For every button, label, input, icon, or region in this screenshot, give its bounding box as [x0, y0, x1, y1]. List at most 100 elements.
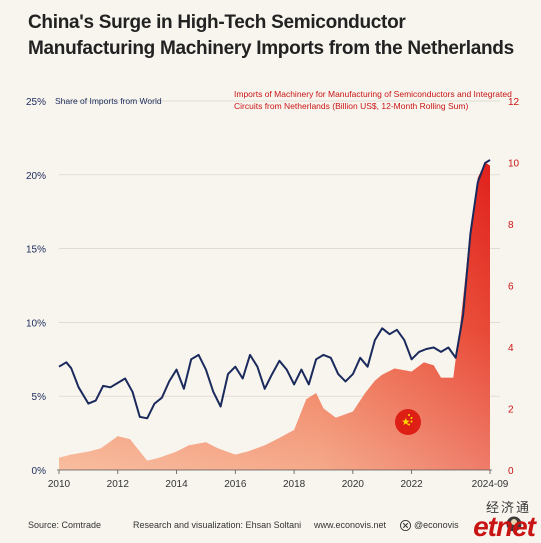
chart-title: China's Surge in High-Tech Semiconductor…: [28, 12, 514, 59]
imports-point: [423, 362, 425, 364]
right-tick-label: 4: [508, 343, 514, 354]
share-point: [477, 181, 479, 183]
share-point: [426, 348, 428, 350]
imports-point: [306, 399, 308, 401]
imports-point: [352, 411, 354, 413]
imports-point: [217, 448, 219, 450]
right-tick-label: 0: [508, 466, 514, 477]
share-point: [489, 159, 491, 161]
left-tick-label: 5%: [32, 392, 47, 403]
share-point: [227, 373, 229, 375]
share-point: [352, 373, 354, 375]
share-point: [374, 339, 376, 341]
x-tick-label: 2012: [107, 479, 130, 490]
watermark: 经济通 etnet: [471, 497, 537, 543]
imports-point: [364, 392, 366, 394]
share-point: [308, 384, 310, 386]
right-tick-label: 2: [508, 405, 514, 416]
watermark-en: etnet: [473, 511, 536, 542]
share-point: [484, 162, 486, 164]
share-point: [176, 369, 178, 371]
imports-point: [411, 371, 413, 373]
share-point: [220, 406, 222, 408]
imports-point: [453, 377, 455, 379]
imports-point: [440, 377, 442, 379]
share-point: [315, 359, 317, 361]
imports-point: [70, 454, 72, 456]
imports-point: [159, 457, 161, 459]
share-point: [139, 416, 141, 418]
share-point: [78, 387, 80, 389]
share-point: [411, 359, 413, 361]
share-point: [132, 391, 134, 393]
imports-point: [176, 451, 178, 453]
x-tick-label: 2022: [401, 479, 424, 490]
share-point: [95, 400, 97, 402]
right-tick-label: 8: [508, 220, 514, 231]
share-point: [381, 328, 383, 330]
share-point: [286, 369, 288, 371]
share-point: [110, 387, 112, 389]
left-tick-label: 0%: [32, 466, 47, 477]
share-point: [301, 369, 303, 371]
share-line: [58, 159, 491, 420]
imports-point: [146, 460, 148, 462]
imports-point: [235, 454, 237, 456]
axis-label-left: Share of Imports from World: [55, 96, 162, 106]
share-point: [66, 362, 68, 364]
share-point: [330, 357, 332, 359]
imports-point: [58, 457, 60, 459]
share-point: [418, 351, 420, 353]
right-tick-label: 6: [508, 282, 514, 293]
x-tick-label: 2016: [224, 479, 247, 490]
share-point: [462, 314, 464, 316]
imports-point: [433, 365, 435, 367]
share-point: [58, 366, 60, 368]
imports-point: [117, 435, 119, 437]
imports-area-series: [58, 162, 491, 470]
axis-label-right: Imports of Machinery for Manufacturing o…: [234, 89, 512, 111]
share-point: [455, 357, 457, 359]
imports-point: [276, 439, 278, 441]
imports-point: [100, 448, 102, 450]
left-tick-label: 20%: [26, 171, 46, 182]
imports-point: [381, 374, 383, 376]
share-point: [257, 366, 259, 368]
share-point: [470, 233, 472, 235]
share-point: [213, 391, 215, 393]
china-flag-icon: [395, 409, 421, 435]
x-logo-icon: [400, 520, 411, 533]
imports-point: [394, 368, 396, 370]
share-point: [279, 360, 281, 362]
share-point: [183, 388, 185, 390]
share-point: [433, 347, 435, 349]
share-point: [440, 351, 442, 353]
watermark-cn: 经济通: [485, 500, 531, 515]
axes: 0% 5% 10% 15% 20% 25% 0 2 4 6 8 10 12 2010 2012 2014 201…: [26, 97, 520, 490]
source-text: Source: Comtrade: [28, 520, 102, 530]
credit-text: Research and visualization: Ehsan Soltan…: [133, 520, 302, 530]
x-tick-label: 2020: [342, 479, 365, 490]
imports-point: [129, 439, 131, 441]
imports-point: [293, 429, 295, 431]
website-link[interactable]: www.econovis.net: [314, 520, 387, 530]
imports-point: [88, 451, 90, 453]
imports-area-shade: [59, 162, 490, 470]
imports-point: [264, 445, 266, 447]
social-handle[interactable]: @econovis: [414, 520, 459, 530]
imports-point: [205, 442, 207, 444]
share-point: [102, 385, 104, 387]
x-tick-label: 2024-09: [472, 479, 509, 490]
right-axis-label-line1: Imports of Machinery for Manufacturing o…: [234, 89, 512, 99]
share-point: [264, 388, 266, 390]
share-point: [190, 359, 192, 361]
share-point: [249, 354, 251, 356]
x-tick-label: 2018: [283, 479, 306, 490]
avatar-icon: [506, 516, 522, 534]
left-tick-label: 10%: [26, 318, 46, 329]
share-point: [367, 366, 369, 368]
imports-point: [489, 165, 491, 167]
imports-point: [188, 445, 190, 447]
share-point: [404, 339, 406, 341]
share-point: [124, 378, 126, 380]
